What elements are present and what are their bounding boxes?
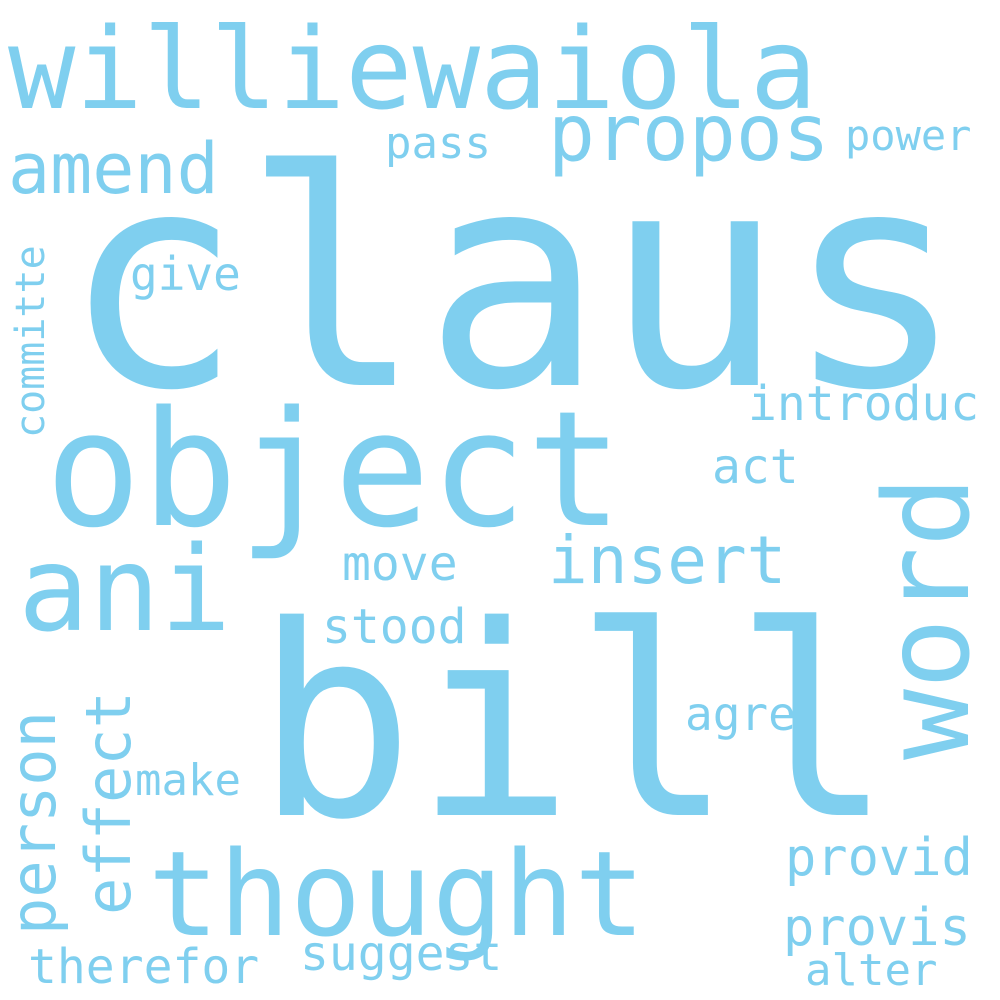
word-give: give bbox=[130, 247, 241, 301]
word-committe: committe bbox=[8, 245, 54, 438]
word-claus: claus bbox=[62, 107, 965, 456]
word-therefor: therefor bbox=[28, 939, 259, 995]
word-move: move bbox=[342, 536, 458, 592]
word-williewaiola: williewaiola bbox=[8, 5, 817, 135]
word-act: act bbox=[712, 439, 799, 495]
word-provis: provis bbox=[783, 898, 971, 958]
word-effect: effect bbox=[72, 691, 145, 915]
word-provid: provid bbox=[785, 828, 973, 888]
word-ani: ani bbox=[18, 520, 231, 658]
word-amend: amend bbox=[8, 128, 219, 210]
word-power: power bbox=[845, 111, 971, 160]
word-bill: bill bbox=[255, 570, 893, 878]
word-suggest: suggest bbox=[300, 926, 502, 982]
word-person: person bbox=[0, 711, 70, 935]
word-agre: agre bbox=[685, 687, 796, 741]
word-pass: pass bbox=[385, 118, 491, 169]
word-insert: insert bbox=[548, 522, 786, 599]
word-make: make bbox=[135, 755, 241, 806]
word-object: object bbox=[45, 376, 623, 563]
word-thought: thought bbox=[148, 825, 645, 963]
word-alter: alter bbox=[805, 945, 937, 996]
word-stood: stood bbox=[322, 599, 467, 655]
word-propos: propos bbox=[548, 89, 830, 179]
word-introduc: introduc bbox=[748, 376, 979, 432]
word-word: word bbox=[858, 476, 996, 760]
